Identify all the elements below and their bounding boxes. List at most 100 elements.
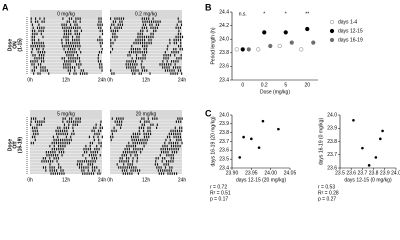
activity-bar bbox=[171, 69, 173, 72]
activity-bar bbox=[156, 166, 158, 169]
dot bbox=[256, 47, 261, 52]
activity-bar bbox=[70, 32, 72, 36]
actogram-title: 20 mg/kg bbox=[136, 111, 157, 117]
dose-label: Off bbox=[12, 141, 18, 149]
activity-bar bbox=[76, 123, 78, 126]
activity-bar bbox=[124, 147, 126, 151]
activity-bar bbox=[77, 160, 79, 163]
activity-bar bbox=[66, 20, 68, 23]
activity-bar bbox=[153, 20, 155, 23]
legend-marker bbox=[329, 28, 335, 34]
activity-bar bbox=[128, 60, 130, 63]
activity-bar bbox=[130, 135, 133, 139]
activity-bar bbox=[154, 26, 156, 30]
activity-bar bbox=[169, 138, 171, 142]
activity-bar bbox=[166, 147, 169, 151]
activity-bar bbox=[177, 32, 179, 36]
activity-bar bbox=[143, 135, 146, 139]
activity-bar bbox=[72, 44, 75, 48]
activity-bar bbox=[64, 141, 66, 145]
activity-bar bbox=[34, 135, 36, 139]
stat: p = 0.17 bbox=[210, 196, 228, 202]
activity-bar bbox=[160, 172, 163, 175]
activity-bar bbox=[31, 50, 33, 54]
activity-bar bbox=[135, 47, 137, 51]
activity-bar bbox=[32, 32, 34, 36]
activity-bar bbox=[148, 41, 150, 45]
activity-bar bbox=[98, 132, 100, 136]
activity-bar bbox=[140, 126, 143, 130]
activity-bar bbox=[64, 129, 66, 133]
activity-bar bbox=[149, 126, 151, 130]
activity-bar bbox=[66, 132, 69, 136]
point bbox=[242, 135, 245, 139]
activity-bar bbox=[36, 47, 38, 51]
activity-bar bbox=[36, 44, 39, 48]
x-tick-label: 0 bbox=[241, 82, 244, 88]
activity-bar bbox=[39, 72, 41, 75]
activity-bar bbox=[140, 29, 142, 33]
activity-bar bbox=[58, 132, 60, 136]
activity-bar bbox=[41, 50, 44, 54]
activity-bar bbox=[43, 117, 45, 120]
activity-bar bbox=[128, 50, 130, 54]
activity-bar bbox=[179, 132, 181, 136]
activity-bar bbox=[49, 166, 51, 169]
activity-bar bbox=[181, 117, 183, 120]
activity-bar bbox=[179, 26, 181, 30]
activity-bar bbox=[173, 147, 175, 151]
y-tick-label: 23.8 bbox=[327, 139, 337, 145]
activity-bar bbox=[79, 60, 81, 63]
activity-bar bbox=[34, 44, 36, 48]
activity-bar bbox=[72, 60, 74, 63]
activity-bar bbox=[134, 154, 136, 157]
activity-bar bbox=[141, 69, 143, 72]
annotation: n.s. bbox=[239, 11, 247, 17]
activity-bar bbox=[150, 41, 152, 45]
time-tick: 24h bbox=[98, 177, 107, 183]
activity-bar bbox=[61, 129, 64, 133]
annotation: * bbox=[285, 11, 287, 17]
activity-bar bbox=[78, 41, 80, 45]
activity-bar bbox=[150, 35, 152, 39]
activity-bar bbox=[167, 54, 169, 57]
activity-bar bbox=[150, 38, 152, 42]
activity-bar bbox=[89, 163, 91, 166]
activity-bar bbox=[85, 157, 87, 160]
activity-bar bbox=[118, 17, 120, 20]
activity-bar bbox=[140, 150, 142, 154]
activity-bar bbox=[170, 154, 172, 157]
activity-bar bbox=[175, 132, 177, 136]
activity-bar bbox=[32, 129, 34, 133]
activity-bar bbox=[116, 120, 118, 123]
activity-bar bbox=[87, 169, 89, 172]
activity-bar bbox=[171, 172, 173, 175]
activity-bar bbox=[148, 20, 150, 23]
activity-bar bbox=[92, 169, 94, 172]
activity-bar bbox=[143, 50, 146, 54]
activity-bar bbox=[100, 20, 102, 23]
activity-bar bbox=[137, 41, 139, 45]
activity-bar bbox=[74, 69, 76, 72]
activity-bar bbox=[30, 117, 32, 120]
activity-bar bbox=[40, 66, 42, 69]
panel-label: A bbox=[2, 2, 9, 12]
activity-bar bbox=[52, 135, 54, 139]
activity-bar bbox=[83, 147, 85, 151]
activity-bar bbox=[38, 57, 40, 60]
activity-bar bbox=[55, 129, 57, 133]
activity-bar bbox=[97, 172, 99, 175]
activity-bar bbox=[50, 150, 52, 154]
activity-bar bbox=[101, 69, 103, 72]
activity-bar bbox=[97, 60, 99, 63]
activity-bar bbox=[74, 57, 76, 60]
activity-bar bbox=[83, 160, 85, 163]
activity-bar bbox=[180, 23, 183, 26]
y-axis-label: days 16-19 (20 mg/kg) bbox=[210, 116, 216, 166]
activity-bar bbox=[37, 63, 40, 66]
activity-bar bbox=[180, 41, 182, 45]
activity-bar bbox=[114, 20, 117, 23]
activity-bar bbox=[165, 160, 168, 163]
activity-bar bbox=[67, 50, 69, 54]
activity-bar bbox=[127, 160, 129, 163]
